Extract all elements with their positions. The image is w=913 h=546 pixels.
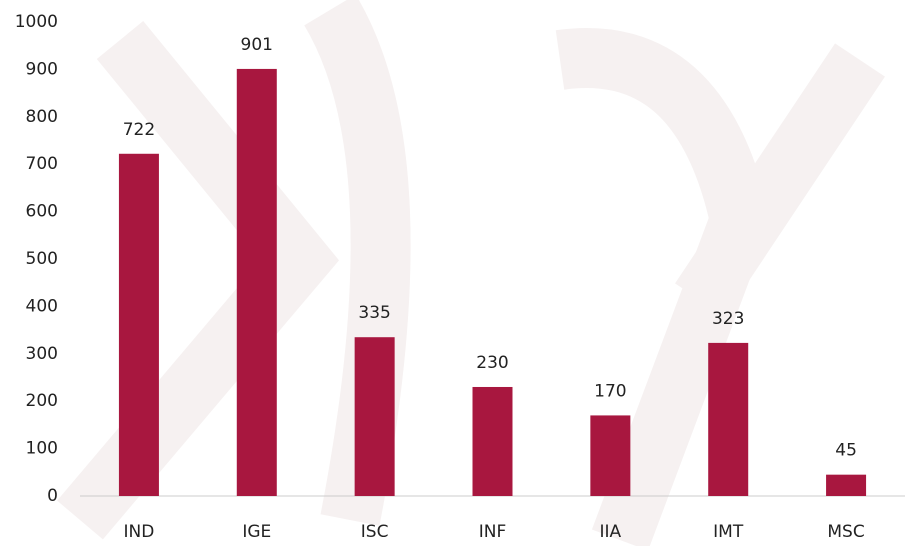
data-label: 335 — [358, 303, 390, 323]
bar — [236, 68, 277, 497]
y-tick-label: 200 — [26, 391, 58, 411]
y-tick-label: 600 — [26, 202, 58, 222]
y-tick-label: 700 — [26, 154, 58, 174]
x-tick-label: IND — [124, 522, 155, 542]
data-label: 170 — [594, 381, 626, 401]
x-tick-label: ISC — [361, 522, 389, 542]
x-tick-label: MSC — [827, 522, 864, 542]
y-tick-label: 800 — [26, 107, 58, 127]
x-tick-label: INF — [479, 522, 507, 542]
data-label: 230 — [476, 353, 508, 373]
y-tick-label: 300 — [26, 344, 58, 364]
x-tick-label: IIA — [600, 522, 622, 542]
y-tick-label: 900 — [26, 59, 58, 79]
x-tick-label: IGE — [242, 522, 271, 542]
bar — [472, 386, 513, 496]
bar — [118, 153, 159, 496]
data-label: 45 — [835, 441, 857, 461]
x-tick-label: IMT — [713, 522, 744, 542]
bar — [708, 342, 749, 496]
y-tick-label: 500 — [26, 249, 58, 269]
data-label: 722 — [123, 120, 155, 140]
y-tick-label: 400 — [26, 296, 58, 316]
y-tick-label: 1000 — [15, 12, 58, 32]
data-label: 901 — [241, 35, 273, 55]
y-tick-label: 0 — [47, 486, 58, 506]
data-label: 323 — [712, 309, 744, 329]
y-tick-label: 100 — [26, 439, 58, 459]
bar — [590, 415, 631, 496]
bar — [826, 474, 867, 496]
bar — [354, 337, 395, 496]
